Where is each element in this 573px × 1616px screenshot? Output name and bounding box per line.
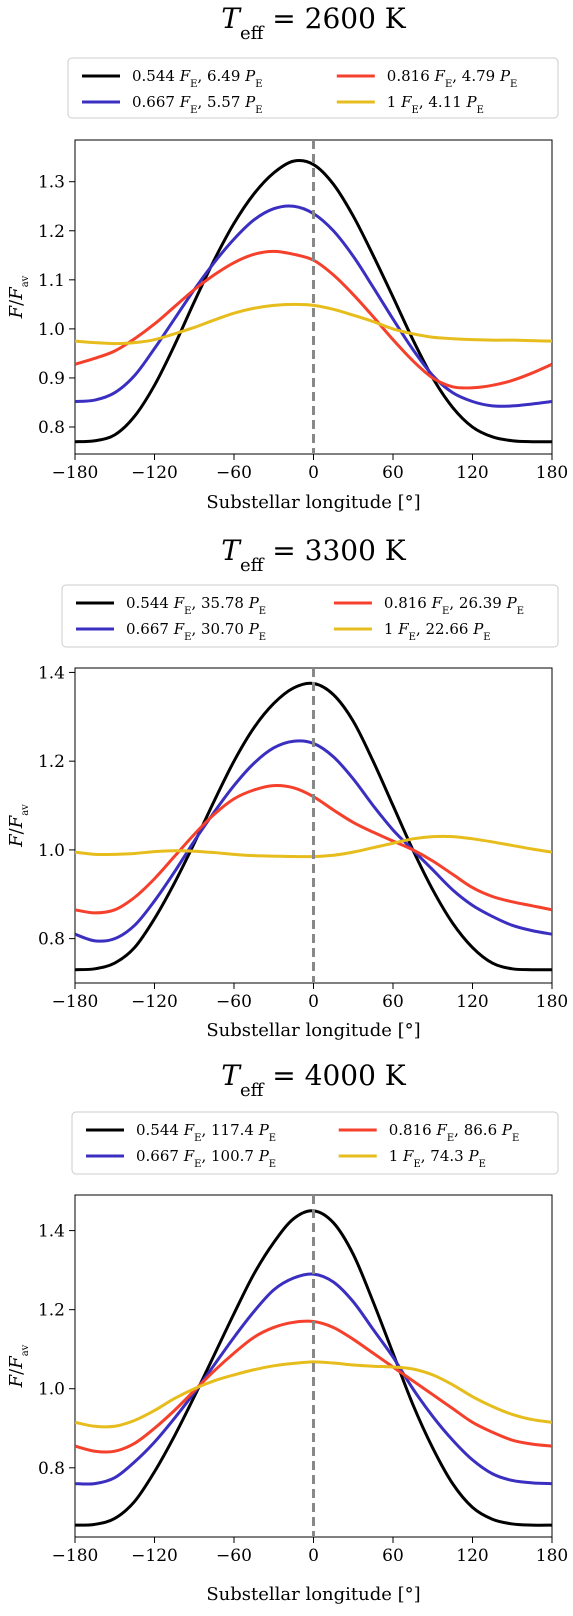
y-tick-label: 0.8 — [38, 1459, 65, 1479]
legend-entry-label: 1 FE, 74.3 PE — [389, 1147, 486, 1170]
legend-entry-label: 0.667 FE, 30.70 PE — [126, 620, 266, 643]
x-axis-label: Substellar longitude [°] — [206, 492, 420, 513]
x-tick-label: −120 — [131, 463, 178, 483]
y-tick-label: 1.0 — [38, 841, 65, 861]
legend-entry-label: 0.816 FE, 86.6 PE — [389, 1121, 520, 1144]
y-tick-label: 0.8 — [38, 930, 65, 950]
x-tick-label: 0 — [308, 463, 319, 483]
x-tick-label: −120 — [131, 992, 178, 1012]
x-tick-label: 120 — [456, 463, 488, 483]
legend-entry-label: 0.816 FE, 26.39 PE — [384, 594, 524, 617]
y-tick-label: 1.4 — [38, 1222, 65, 1242]
legend-frame — [61, 584, 559, 648]
legend-frame — [71, 1111, 559, 1175]
x-tick-label: −60 — [216, 463, 252, 483]
x-axis-label: Substellar longitude [°] — [206, 1584, 420, 1605]
legend-entry-label: 0.544 FE, 35.78 PE — [126, 594, 266, 617]
series-line — [75, 1360, 552, 1429]
x-axis-label: Substellar longitude [°] — [206, 1020, 420, 1041]
series-line — [75, 159, 552, 444]
x-tick-label: 180 — [536, 992, 568, 1012]
x-tick-label: 60 — [382, 1546, 404, 1566]
x-tick-label: 120 — [456, 1546, 488, 1566]
y-axis-label: F/Fav — [6, 804, 31, 848]
chart-panel-2: Teff = 3300 K 0.544 FE, 35.78 PE 0.667 FE,… — [6, 534, 568, 1041]
x-tick-label: 0 — [308, 1546, 319, 1566]
chart-panel-1: Teff = 2600 K 0.544 FE, 6.49 PE 0.667 FE, … — [6, 2, 568, 513]
y-tick-label: 1.0 — [38, 1380, 65, 1400]
legend-entry-label: 0.816 FE, 4.79 PE — [387, 67, 518, 90]
x-tick-label: 60 — [382, 463, 404, 483]
series-line — [75, 302, 552, 346]
y-tick-label: 0.9 — [38, 369, 65, 389]
y-tick-label: 1.3 — [38, 173, 65, 193]
chart-title: Teff = 2600 K — [221, 2, 407, 44]
x-tick-label: 120 — [456, 992, 488, 1012]
y-axis-label: F/Fav — [6, 275, 31, 319]
legend-entry-label: 0.544 FE, 6.49 PE — [132, 67, 263, 90]
legend-entry-label: 1 FE, 4.11 PE — [387, 93, 484, 116]
y-tick-label: 1.4 — [38, 663, 65, 683]
y-tick-label: 1.0 — [38, 320, 65, 340]
y-tick-label: 1.2 — [38, 222, 65, 242]
y-axis-label: F/Fav — [6, 1344, 31, 1388]
x-tick-label: −180 — [52, 992, 99, 1012]
y-tick-label: 1.1 — [38, 271, 65, 291]
chart-title: Teff = 3300 K — [221, 534, 407, 576]
x-tick-label: −60 — [216, 1546, 252, 1566]
chart-title: Teff = 4000 K — [221, 1059, 407, 1101]
legend-entry-label: 1 FE, 22.66 PE — [384, 620, 491, 643]
legend-entry-label: 0.667 FE, 100.7 PE — [136, 1147, 276, 1170]
series-line — [75, 1272, 552, 1486]
x-tick-label: 180 — [536, 1546, 568, 1566]
x-tick-label: 0 — [308, 992, 319, 1012]
y-tick-label: 1.2 — [38, 1301, 65, 1321]
x-tick-label: 60 — [382, 992, 404, 1012]
chart-panel-3: Teff = 4000 K 0.544 FE, 117.4 PE 0.667 FE,… — [6, 1059, 568, 1605]
x-tick-label: −180 — [52, 1546, 99, 1566]
x-tick-label: −60 — [216, 992, 252, 1012]
legend-frame — [67, 57, 559, 119]
x-tick-label: 180 — [536, 463, 568, 483]
x-tick-label: −180 — [52, 463, 99, 483]
legend-entry-label: 0.667 FE, 5.57 PE — [132, 93, 263, 116]
x-tick-label: −120 — [131, 1546, 178, 1566]
y-tick-label: 1.2 — [38, 752, 65, 772]
legend-entry-label: 0.544 FE, 117.4 PE — [136, 1121, 276, 1144]
y-tick-label: 0.8 — [38, 418, 65, 438]
